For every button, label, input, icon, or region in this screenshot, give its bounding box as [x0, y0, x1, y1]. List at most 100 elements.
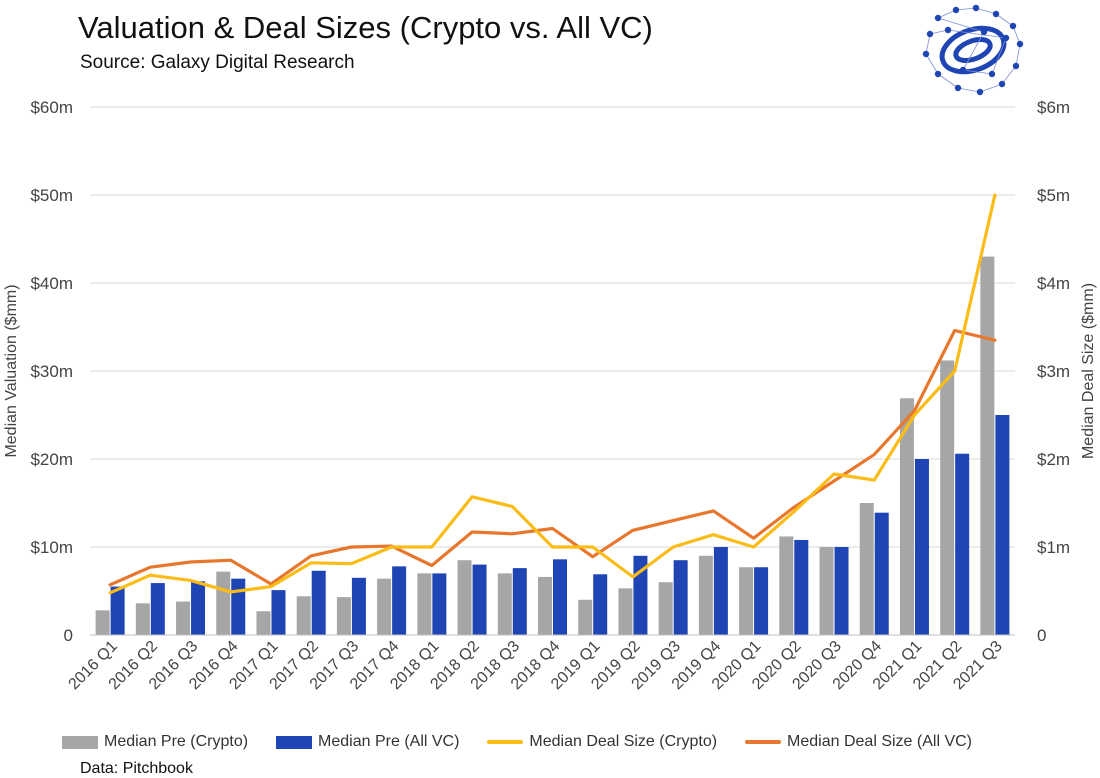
chart-subtitle: Source: Galaxy Digital Research — [80, 52, 355, 73]
logo-node — [976, 88, 984, 96]
logo-node — [959, 66, 967, 74]
y2-tick-label: $1m — [1037, 538, 1070, 557]
bar-crypto-pre — [457, 560, 472, 635]
y-tick-label: 0 — [64, 626, 73, 645]
logo-link — [925, 33, 931, 55]
bar-crypto-pre — [95, 610, 110, 635]
logo-node — [934, 14, 942, 22]
bar-crypto-pre — [538, 576, 552, 635]
logo-link — [937, 9, 957, 19]
y-tick-label: $30m — [30, 362, 73, 381]
legend-swatch-crypto-pre — [62, 735, 98, 749]
logo-link — [925, 53, 939, 75]
logo-node — [988, 70, 996, 78]
bar-crypto-pre — [980, 256, 995, 635]
lines — [108, 193, 997, 595]
legend: Median Pre (Crypto) Median Pre (All VC) … — [62, 733, 1000, 751]
logo-link — [975, 7, 997, 15]
bar-crypto-pre — [940, 360, 955, 635]
bar-allvc-pre — [311, 570, 326, 635]
y2-tick-label: 0 — [1037, 626, 1046, 645]
logo-node — [944, 26, 952, 34]
legend-item-crypto-deal: Median Deal Size (Crypto) — [487, 733, 717, 751]
galaxy-logo — [918, 4, 1028, 101]
bar-crypto-pre — [377, 578, 392, 635]
bar-allvc-pre — [955, 453, 970, 635]
logo-node — [1016, 40, 1024, 48]
logo-node — [992, 10, 1000, 18]
y-tick-label: $50m — [30, 186, 73, 205]
logo-link — [947, 29, 1007, 39]
line-allvc-deal-size — [108, 328, 997, 587]
y-axis-title: Median Valuation ($mm) — [3, 284, 20, 457]
bar-allvc-pre — [713, 547, 728, 635]
y2-tick-label: $5m — [1037, 186, 1070, 205]
legend-label-crypto-pre: Median Pre (Crypto) — [104, 733, 249, 750]
bar-crypto-pre — [658, 582, 673, 635]
logo-link — [962, 31, 985, 71]
logo-node — [1012, 62, 1020, 70]
logo-node — [934, 70, 942, 78]
legend-item-allvc-deal: Median Deal Size (All VC) — [745, 733, 972, 751]
logo-link — [962, 69, 993, 75]
logo-node — [922, 50, 930, 58]
bar-crypto-pre — [135, 603, 150, 635]
y2-tick-label: $4m — [1037, 274, 1070, 293]
y2-tick-label: $2m — [1037, 450, 1070, 469]
bar-crypto-pre — [779, 536, 794, 635]
bar-allvc-pre — [593, 574, 608, 635]
bar-allvc-pre — [392, 566, 407, 635]
y2-tick-label: $3m — [1037, 362, 1070, 381]
bar-crypto-pre — [497, 573, 512, 635]
bar-crypto-pre — [819, 547, 834, 635]
bar-crypto-pre — [176, 601, 191, 635]
legend-swatch-allvc-deal — [745, 740, 782, 744]
bar-allvc-pre — [150, 583, 165, 635]
y-tick-label: $40m — [30, 274, 73, 293]
legend-label-allvc-pre: Median Pre (All VC) — [318, 733, 460, 750]
logo-node — [1009, 22, 1017, 30]
bar-allvc-pre — [794, 539, 809, 635]
bar-crypto-pre — [698, 555, 713, 635]
logo-link — [955, 7, 977, 11]
bar-crypto-pre — [336, 597, 351, 635]
bar-allvc-pre — [472, 564, 487, 635]
bars — [95, 256, 1010, 635]
bar-crypto-pre — [739, 567, 754, 635]
bar-crypto-pre — [618, 588, 633, 635]
logo-link — [991, 37, 1007, 75]
logo-link — [995, 13, 1014, 27]
legend-item-allvc-pre: Median Pre (All VC) — [276, 733, 459, 751]
logo-node — [980, 28, 988, 36]
data-source-note: Data: Pitchbook — [80, 760, 193, 777]
y-tick-label: $10m — [30, 538, 73, 557]
logo-link — [1001, 65, 1017, 85]
bar-allvc-pre — [271, 590, 286, 635]
bar-allvc-pre — [191, 581, 206, 635]
bar-allvc-pre — [673, 560, 688, 635]
bar-allvc-pre — [110, 586, 125, 635]
logo-node — [972, 4, 980, 12]
bar-allvc-pre — [874, 512, 889, 635]
logo-node — [1002, 34, 1010, 42]
logo-node — [954, 84, 962, 92]
bar-allvc-pre — [834, 547, 849, 635]
logo-node — [998, 80, 1006, 88]
bar-crypto-pre — [296, 596, 311, 635]
legend-swatch-crypto-deal — [487, 740, 524, 744]
logo-link — [979, 83, 1003, 93]
bar-crypto-pre — [859, 503, 874, 635]
logo-orbit-inner — [953, 37, 993, 63]
y-tick-label: $20m — [30, 450, 73, 469]
bar-crypto-pre — [417, 573, 432, 635]
chart-title: Valuation & Deal Sizes (Crypto vs. All V… — [78, 10, 653, 45]
y2-tick-label: $6m — [1037, 98, 1070, 117]
logo-link — [937, 17, 985, 33]
bar-allvc-pre — [995, 415, 1010, 635]
logo-link — [957, 87, 981, 93]
galaxy-orbit-network-icon — [922, 4, 1024, 96]
logo-link — [937, 73, 959, 89]
bar-allvc-pre — [754, 567, 769, 635]
bar-allvc-pre — [432, 573, 447, 635]
